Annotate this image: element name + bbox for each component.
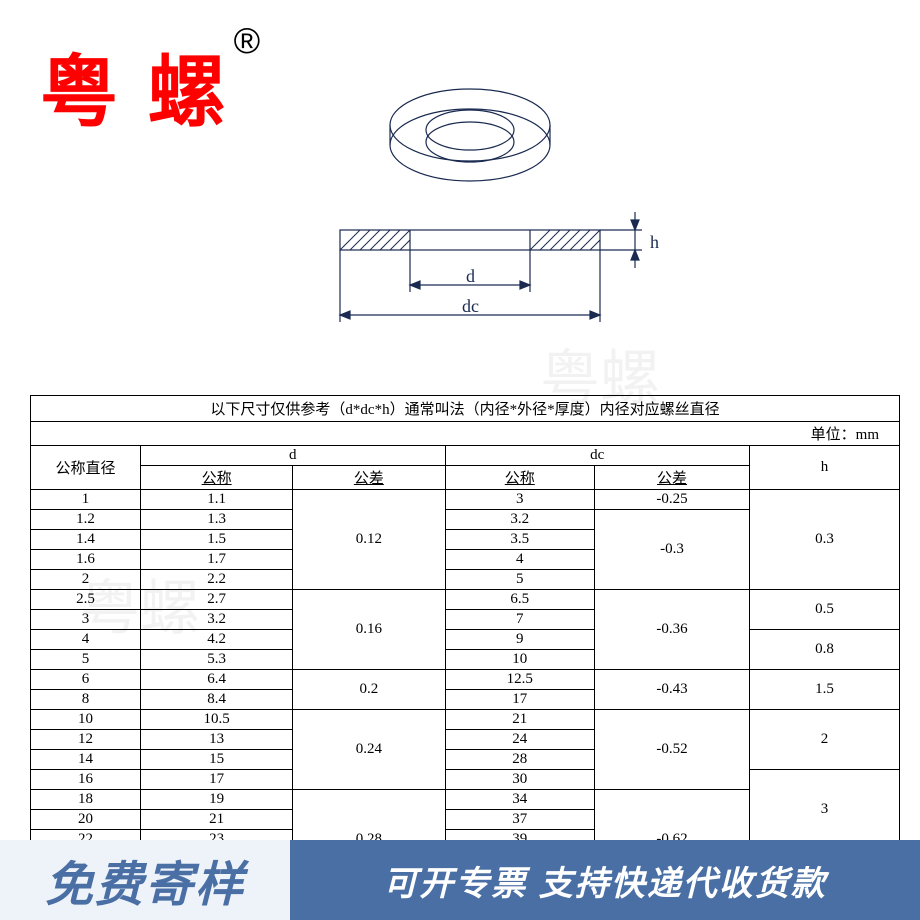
cell: 0.16: [293, 590, 445, 670]
cell: 28: [445, 750, 595, 770]
cell: 30: [445, 770, 595, 790]
col-nominal-dia: 公称直径: [31, 446, 141, 490]
cell: 12: [31, 730, 141, 750]
cell: 19: [141, 790, 293, 810]
cell: 4: [445, 550, 595, 570]
cell: 24: [445, 730, 595, 750]
table-row: 11.10.123-0.250.3: [31, 490, 900, 510]
cell: 5: [31, 650, 141, 670]
cell: 1.4: [31, 530, 141, 550]
cell: 1.2: [31, 510, 141, 530]
footer-left: 免费寄样: [0, 840, 290, 920]
logo-text: 粤 螺: [40, 48, 230, 136]
footer-right: 可开专票 支持快递代收货款: [290, 840, 920, 920]
header-row-1: 公称直径 d dc h: [31, 446, 900, 466]
cell: 37: [445, 810, 595, 830]
label-d: d: [466, 266, 475, 286]
cell: 3: [445, 490, 595, 510]
col-dc: dc: [445, 446, 750, 466]
cell: 5.3: [141, 650, 293, 670]
table-row: 1617303: [31, 770, 900, 790]
spec-table: 以下尺寸仅供参考（d*dc*h）通常叫法（内径*外径*厚度）内径对应螺丝直径 单…: [30, 395, 900, 890]
cell: 0.2: [293, 670, 445, 710]
col-d: d: [141, 446, 446, 466]
table-row: 1010.50.2421-0.522: [31, 710, 900, 730]
cell: 17: [141, 770, 293, 790]
cell: 3: [750, 770, 900, 850]
cell: 10.5: [141, 710, 293, 730]
col-h: h: [750, 446, 900, 490]
cell: 4: [31, 630, 141, 650]
cell: 5: [445, 570, 595, 590]
cell: 1.6: [31, 550, 141, 570]
label-dc: dc: [462, 296, 479, 316]
cell: 3: [31, 610, 141, 630]
table-row: 66.40.212.5-0.431.5: [31, 670, 900, 690]
cell: 2: [750, 710, 900, 770]
cell: -0.43: [595, 670, 750, 710]
cell: 8: [31, 690, 141, 710]
cell: 1: [31, 490, 141, 510]
cell: 1.3: [141, 510, 293, 530]
cell: 3.5: [445, 530, 595, 550]
cell: -0.25: [595, 490, 750, 510]
cell: 20: [31, 810, 141, 830]
d-tolerance: 公差: [293, 466, 445, 490]
cell: 6: [31, 670, 141, 690]
cell: 21: [141, 810, 293, 830]
cell: 2.7: [141, 590, 293, 610]
cell: 0.3: [750, 490, 900, 590]
dc-nominal: 公称: [445, 466, 595, 490]
footer-banner: 免费寄样 可开专票 支持快递代收货款: [0, 840, 920, 920]
cell: 3.2: [445, 510, 595, 530]
cell: 6.4: [141, 670, 293, 690]
cell: 2: [31, 570, 141, 590]
table-row: 2.52.70.166.5-0.360.5: [31, 590, 900, 610]
cell: 0.12: [293, 490, 445, 590]
cell: 15: [141, 750, 293, 770]
cell: 9: [445, 630, 595, 650]
cell: 34: [445, 790, 595, 810]
cell: 4.2: [141, 630, 293, 650]
cell: 2.5: [31, 590, 141, 610]
cell: 8.4: [141, 690, 293, 710]
cell: -0.36: [595, 590, 750, 670]
dc-tolerance: 公差: [595, 466, 750, 490]
cell: 3.2: [141, 610, 293, 630]
cell: 0.8: [750, 630, 900, 670]
cell: 10: [445, 650, 595, 670]
cell: 1.7: [141, 550, 293, 570]
cell: 1.5: [750, 670, 900, 710]
cell: 1.5: [141, 530, 293, 550]
cell: -0.3: [595, 510, 750, 590]
cell: -0.52: [595, 710, 750, 790]
spec-table-wrapper: 以下尺寸仅供参考（d*dc*h）通常叫法（内径*外径*厚度）内径对应螺丝直径 单…: [30, 395, 900, 890]
cell: 14: [31, 750, 141, 770]
cell: 1.1: [141, 490, 293, 510]
table-row: 44.290.8: [31, 630, 900, 650]
unit-label: 单位：mm: [31, 422, 900, 446]
label-h: h: [650, 232, 659, 252]
brand-logo: 粤 螺®: [40, 30, 260, 142]
registered-mark: ®: [234, 20, 265, 61]
cell: 10: [31, 710, 141, 730]
cell: 16: [31, 770, 141, 790]
cell: 7: [445, 610, 595, 630]
cell: 17: [445, 690, 595, 710]
cell: 21: [445, 710, 595, 730]
cell: 13: [141, 730, 293, 750]
cell: 0.24: [293, 710, 445, 790]
cell: 6.5: [445, 590, 595, 610]
cell: 0.5: [750, 590, 900, 630]
cell: 18: [31, 790, 141, 810]
table-title: 以下尺寸仅供参考（d*dc*h）通常叫法（内径*外径*厚度）内径对应螺丝直径: [31, 396, 900, 422]
cell: 12.5: [445, 670, 595, 690]
cell: 2.2: [141, 570, 293, 590]
table-body: 11.10.123-0.250.31.21.33.2-0.31.41.53.51…: [31, 490, 900, 890]
d-nominal: 公称: [141, 466, 293, 490]
washer-diagram: d dc h: [280, 70, 680, 370]
